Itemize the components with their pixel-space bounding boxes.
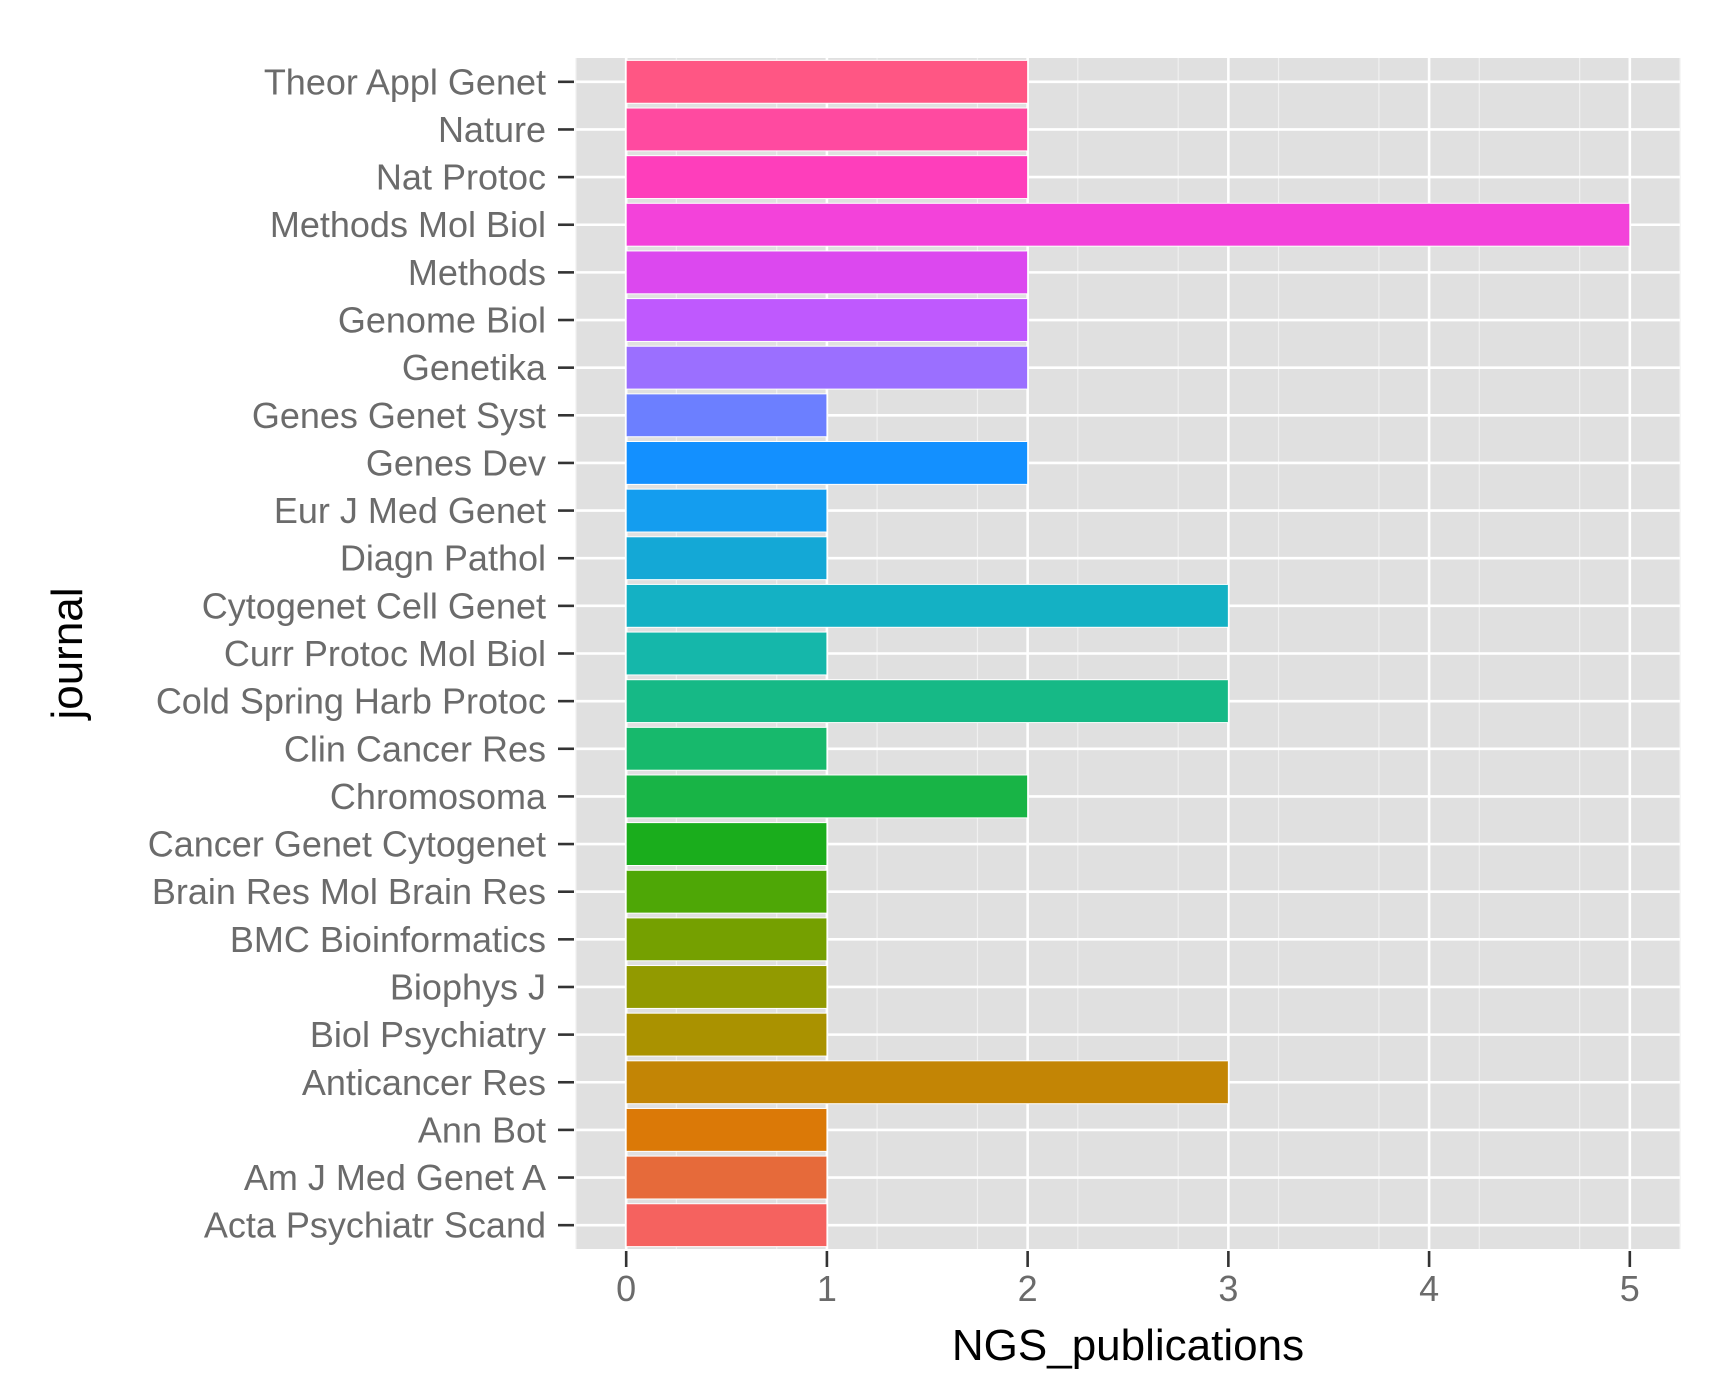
bar: [625, 1012, 828, 1057]
y-tick-label: Ann Bot: [418, 1109, 546, 1150]
y-axis-title: journal: [43, 587, 92, 721]
y-tick-label: Anticancer Res: [302, 1062, 546, 1103]
bar: [625, 1060, 1229, 1105]
y-tick-label: Genes Genet Syst: [252, 395, 546, 436]
y-tick-label: Chromosoma: [330, 776, 547, 817]
y-tick-label: Nature: [438, 109, 546, 150]
y-tick-label: Genes Dev: [366, 442, 546, 483]
x-tick-label: 2: [1018, 1268, 1038, 1309]
bar: [625, 1155, 828, 1200]
bar: [625, 1107, 828, 1152]
bar: [625, 155, 1029, 200]
y-tick-label: Cancer Genet Cytogenet: [148, 824, 546, 865]
bar: [625, 822, 828, 866]
y-tick-label: Theor Appl Genet: [264, 61, 546, 102]
y-tick-label: Diagn Pathol: [340, 538, 546, 579]
y-tick-label: Am J Med Genet A: [244, 1157, 546, 1198]
bar: [625, 488, 828, 533]
bar: [625, 298, 1029, 342]
y-tick-label: Genome Biol: [338, 300, 546, 341]
y-tick-label: Acta Psychiatr Scand: [204, 1205, 546, 1246]
bar: [625, 917, 828, 962]
bar: [625, 393, 828, 438]
bar: [625, 107, 1029, 152]
bar: [625, 583, 1229, 628]
bar: [625, 345, 1029, 390]
y-tick-label: Cytogenet Cell Genet: [202, 585, 546, 626]
bar: [625, 250, 1029, 295]
y-tick-label: Brain Res Mol Brain Res: [152, 871, 546, 912]
bar: [625, 441, 1029, 485]
bar: [625, 774, 1029, 819]
y-tick-label: Methods: [408, 252, 546, 293]
x-tick-label: 1: [817, 1268, 837, 1309]
x-tick-label: 0: [616, 1268, 636, 1309]
bar: [625, 631, 828, 676]
x-tick-label: 4: [1419, 1268, 1439, 1309]
y-tick-label: Nat Protoc: [376, 157, 546, 198]
bar: [625, 59, 1029, 104]
x-tick-label: 5: [1620, 1268, 1640, 1309]
y-tick-label: Genetika: [402, 347, 547, 388]
bar: [625, 726, 828, 771]
bar: [625, 679, 1229, 724]
y-tick-label: BMC Bioinformatics: [230, 919, 546, 960]
y-tick-label: Curr Protoc Mol Biol: [224, 633, 546, 674]
y-tick-label: Biophys J: [390, 966, 546, 1007]
x-tick-label: 3: [1218, 1268, 1238, 1309]
bar: [625, 536, 828, 581]
y-tick-label: Methods Mol Biol: [270, 204, 546, 245]
y-tick-label: Eur J Med Genet: [274, 490, 546, 531]
x-axis-title: NGS_publications: [952, 1321, 1304, 1370]
y-tick-label: Clin Cancer Res: [284, 728, 546, 769]
bar: [625, 965, 828, 1009]
bar: [625, 202, 1631, 247]
y-tick-label: Cold Spring Harb Protoc: [156, 681, 546, 722]
bar: [625, 869, 828, 914]
y-tick-label: Biol Psychiatry: [310, 1014, 546, 1055]
bar: [625, 1203, 828, 1248]
